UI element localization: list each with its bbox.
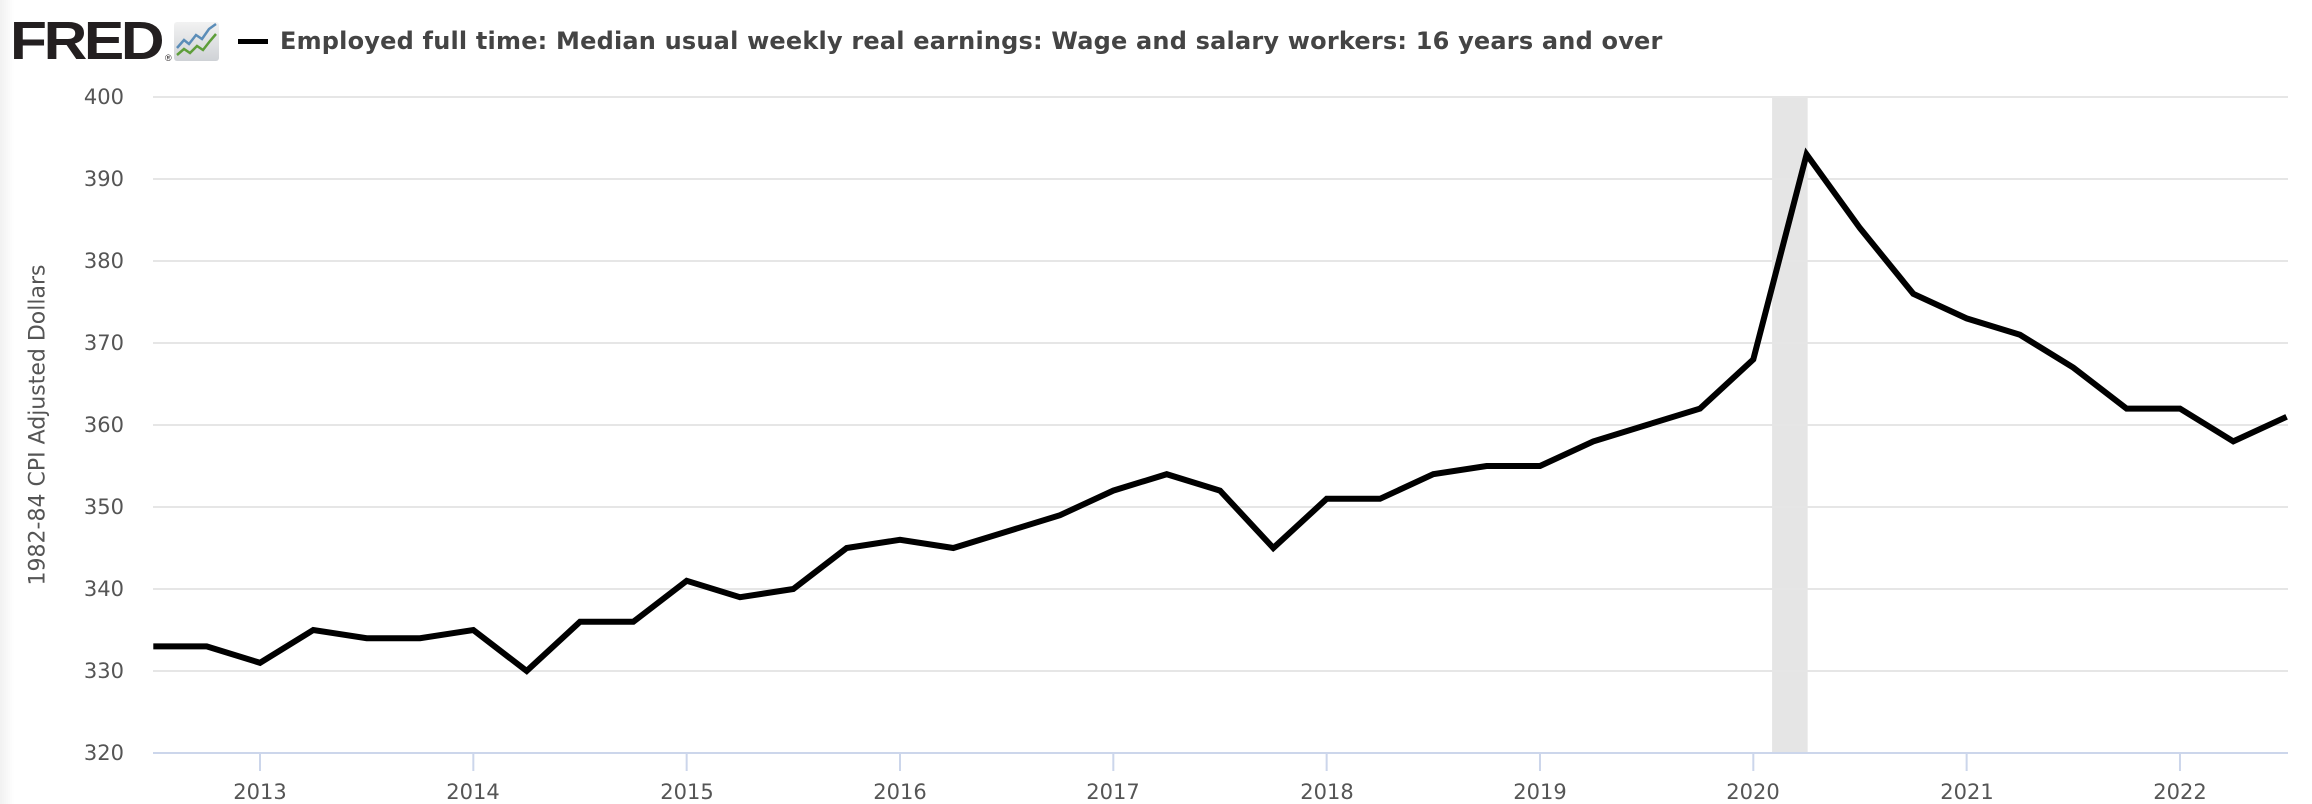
left-edge-shade bbox=[0, 0, 14, 804]
y-tick-label: 350 bbox=[83, 495, 124, 519]
fred-wordmark: FRED bbox=[10, 11, 165, 71]
registered-mark: ® bbox=[165, 53, 172, 63]
series-line[interactable] bbox=[153, 147, 2288, 675]
fred-logo[interactable]: FRED ® bbox=[10, 11, 172, 71]
y-tick-label: 400 bbox=[83, 85, 124, 109]
x-tick-label: 2015 bbox=[660, 780, 714, 804]
x-tick-label: 2022 bbox=[2153, 780, 2207, 804]
gridlines bbox=[153, 96, 2288, 672]
x-tick-label: 2020 bbox=[1726, 780, 1780, 804]
legend-series-label: Employed full time: Median usual weekly … bbox=[280, 27, 1663, 55]
chart-header: FRED ® Employed full time: Median usual … bbox=[0, 0, 2312, 80]
x-tick-label: 2019 bbox=[1513, 780, 1567, 804]
y-tick-label: 360 bbox=[83, 413, 124, 437]
x-tick-label: 2021 bbox=[1940, 780, 1994, 804]
y-tick-label: 380 bbox=[83, 249, 124, 273]
x-tick-label: 2017 bbox=[1086, 780, 1140, 804]
y-tick-label: 390 bbox=[83, 167, 124, 191]
y-tick-label: 330 bbox=[83, 659, 124, 683]
y-tick-label: 370 bbox=[83, 331, 124, 355]
legend[interactable]: Employed full time: Median usual weekly … bbox=[238, 24, 1663, 58]
x-tick-label: 2016 bbox=[873, 780, 927, 804]
legend-line-swatch bbox=[238, 38, 268, 44]
x-axis bbox=[153, 752, 2288, 771]
x-tick-label: 2014 bbox=[446, 780, 500, 804]
x-tick-label: 2018 bbox=[1300, 780, 1354, 804]
x-tick-label: 2013 bbox=[233, 780, 287, 804]
fred-chart-icon bbox=[174, 22, 219, 61]
y-tick-label: 340 bbox=[83, 577, 124, 601]
y-tick-label: 320 bbox=[83, 741, 124, 765]
